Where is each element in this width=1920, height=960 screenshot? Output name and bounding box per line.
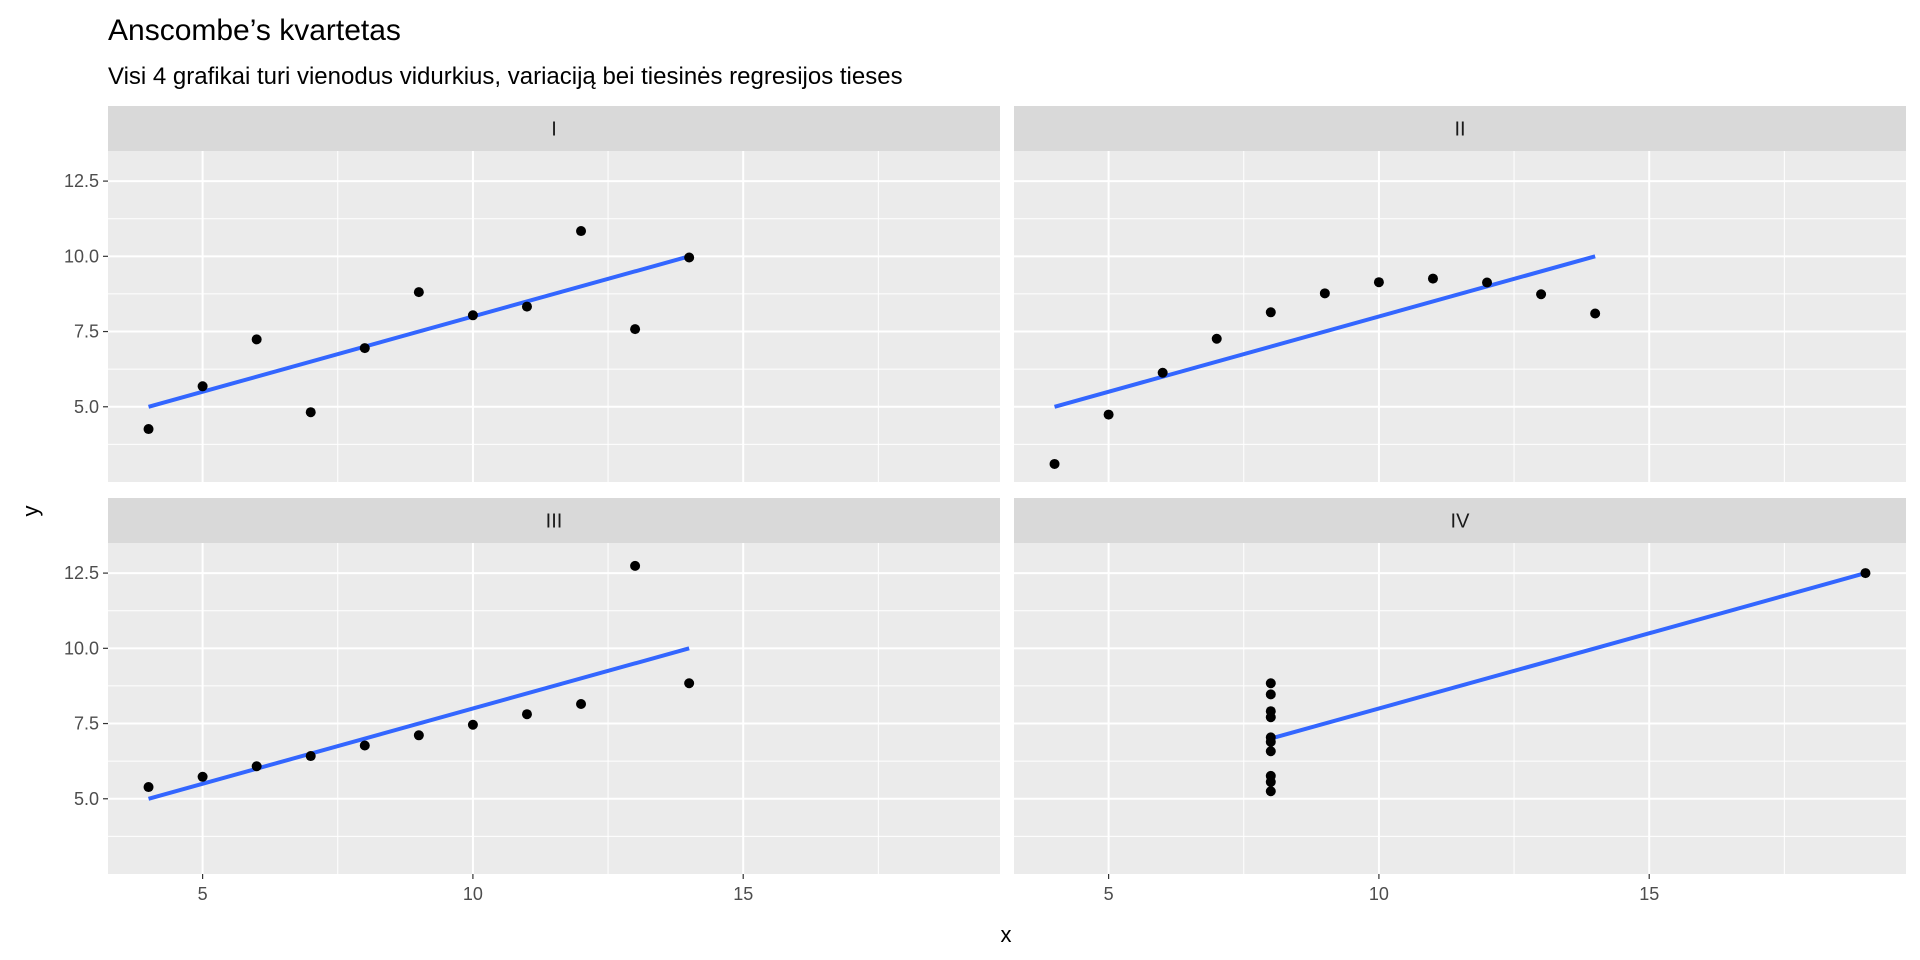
data-point: [630, 560, 641, 571]
facet-strip-label: II: [1454, 119, 1465, 141]
panel-background: [1014, 543, 1906, 874]
data-point: [630, 324, 641, 335]
data-point: [1265, 689, 1276, 700]
data-point: [1211, 333, 1222, 344]
data-point: [1265, 736, 1276, 747]
regression-line: [148, 646, 690, 801]
x-tick-label: 15: [1639, 884, 1659, 904]
data-point: [1319, 288, 1330, 299]
data-point: [467, 310, 478, 321]
y-tick-label: 10.0: [64, 246, 99, 266]
data-point: [1265, 776, 1276, 787]
data-point: [1536, 289, 1547, 300]
regression-line: [1054, 254, 1596, 409]
facet-strip-label: III: [546, 511, 563, 533]
facet-strip: [1014, 498, 1906, 543]
data-point: [1265, 307, 1276, 318]
regression-line: [1270, 571, 1866, 741]
panel-background: [108, 543, 1000, 874]
panel-background: [108, 151, 1000, 482]
x-tick-label: 5: [1104, 884, 1114, 904]
data-point: [1049, 458, 1060, 469]
data-point: [1265, 746, 1276, 757]
chart-title: Anscombe’s kvartetas: [108, 14, 401, 47]
y-tick-label: 10.0: [64, 638, 99, 658]
y-tick-label: 5.0: [74, 397, 99, 417]
data-point: [251, 334, 262, 345]
regression-line: [148, 254, 690, 409]
data-point: [684, 252, 695, 263]
data-point: [197, 771, 208, 782]
x-tick-label: 10: [463, 884, 483, 904]
data-point: [576, 698, 587, 709]
y-tick-label: 7.5: [74, 714, 99, 734]
facet-strip-label: I: [551, 119, 557, 141]
y-tick-label: 12.5: [64, 563, 99, 583]
data-point: [521, 709, 532, 720]
data-point: [684, 678, 695, 689]
data-point: [359, 740, 370, 751]
data-point: [1427, 273, 1438, 284]
data-point: [1265, 786, 1276, 797]
facet-panel: III 5.0 7.5 10.0 12.5 5 10 15: [64, 498, 1000, 904]
data-point: [467, 719, 478, 730]
data-point: [251, 761, 262, 772]
facet-panel: II: [1014, 106, 1906, 482]
data-point: [143, 782, 154, 793]
x-tick-label: 10: [1369, 884, 1389, 904]
data-point: [1103, 409, 1114, 420]
facet-strip-label: IV: [1451, 511, 1471, 533]
data-point: [1265, 706, 1276, 717]
panel-background: [1014, 151, 1906, 482]
x-tick-label: 15: [733, 884, 753, 904]
data-point: [197, 381, 208, 392]
y-tick-label: 7.5: [74, 322, 99, 342]
data-point: [305, 407, 316, 418]
chart-subtitle: Visi 4 grafikai turi vienodus vidurkius,…: [108, 63, 903, 90]
data-point: [521, 301, 532, 312]
data-point: [576, 226, 587, 237]
data-point: [305, 751, 316, 762]
data-point: [1590, 308, 1601, 319]
data-point: [143, 424, 154, 435]
x-tick-label: 5: [198, 884, 208, 904]
data-point: [1157, 367, 1168, 378]
data-point: [413, 287, 424, 298]
data-point: [1265, 678, 1276, 689]
facet-strip: [108, 106, 1000, 151]
facet-panel: I 5.0 7.5 10.0 12.5: [64, 106, 1000, 482]
y-tick-label: 12.5: [64, 171, 99, 191]
y-tick-label: 5.0: [74, 789, 99, 809]
data-point: [1373, 277, 1384, 288]
data-point: [1860, 568, 1871, 579]
facet-strip: [1014, 106, 1906, 151]
facet-panel: IV 5 10 15: [1014, 498, 1906, 904]
data-point: [413, 730, 424, 741]
facet-strip: [108, 498, 1000, 543]
data-point: [359, 343, 370, 354]
data-point: [1482, 277, 1493, 288]
y-axis-title: y: [18, 506, 43, 517]
x-axis-title: x: [1001, 922, 1012, 947]
